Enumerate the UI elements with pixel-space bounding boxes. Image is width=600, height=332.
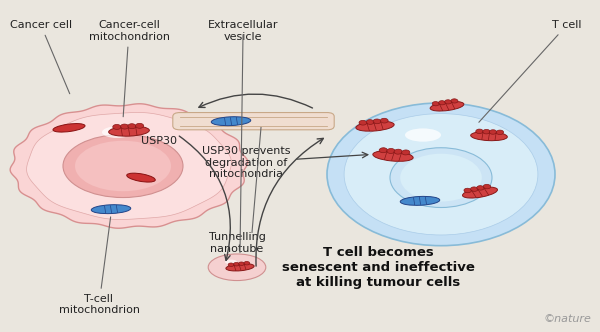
Ellipse shape [496, 130, 503, 134]
Ellipse shape [445, 100, 452, 104]
Ellipse shape [356, 121, 394, 131]
Ellipse shape [379, 148, 388, 153]
Text: USP30: USP30 [141, 136, 177, 146]
Text: ©nature: ©nature [543, 314, 591, 324]
Ellipse shape [102, 126, 132, 138]
Ellipse shape [113, 124, 121, 129]
FancyBboxPatch shape [173, 113, 334, 130]
Ellipse shape [463, 187, 497, 198]
Ellipse shape [344, 114, 538, 235]
Ellipse shape [136, 124, 144, 128]
Text: Cancer cell: Cancer cell [10, 20, 72, 94]
Ellipse shape [127, 173, 155, 182]
Ellipse shape [483, 184, 491, 189]
Ellipse shape [470, 131, 508, 141]
Ellipse shape [483, 129, 490, 134]
Text: T-cell
mitochondrion: T-cell mitochondrion [59, 217, 139, 315]
Ellipse shape [121, 124, 128, 129]
Text: Cancer-cell
mitochondrion: Cancer-cell mitochondrion [89, 20, 170, 117]
Ellipse shape [400, 197, 440, 205]
Ellipse shape [239, 262, 244, 266]
Ellipse shape [387, 148, 395, 153]
Ellipse shape [373, 119, 381, 124]
Ellipse shape [128, 124, 136, 129]
Ellipse shape [211, 117, 251, 125]
Ellipse shape [405, 128, 441, 142]
Ellipse shape [464, 188, 472, 193]
Ellipse shape [225, 260, 237, 264]
Ellipse shape [380, 118, 388, 123]
Ellipse shape [390, 148, 492, 208]
Ellipse shape [432, 102, 439, 106]
Ellipse shape [109, 126, 149, 136]
Ellipse shape [91, 205, 131, 213]
Ellipse shape [366, 120, 374, 124]
Polygon shape [26, 113, 232, 219]
Ellipse shape [75, 141, 171, 191]
Ellipse shape [327, 103, 555, 246]
Ellipse shape [489, 130, 497, 134]
Ellipse shape [477, 186, 484, 190]
Ellipse shape [470, 187, 478, 191]
Ellipse shape [394, 149, 402, 154]
Ellipse shape [226, 264, 254, 271]
Text: T cell: T cell [479, 20, 582, 122]
Ellipse shape [373, 151, 413, 161]
Ellipse shape [244, 262, 250, 265]
Ellipse shape [476, 129, 483, 133]
Ellipse shape [430, 102, 464, 111]
Text: Tunnelling
nanotube: Tunnelling nanotube [209, 232, 265, 254]
Ellipse shape [451, 99, 458, 103]
Ellipse shape [208, 254, 266, 281]
Ellipse shape [359, 121, 367, 125]
Ellipse shape [401, 150, 410, 155]
Text: USP30 prevents
degradation of
mitochondria: USP30 prevents degradation of mitochondr… [202, 146, 290, 179]
Ellipse shape [228, 263, 234, 267]
Ellipse shape [439, 101, 446, 105]
Ellipse shape [233, 263, 239, 266]
Text: Extracellular
vesicle: Extracellular vesicle [208, 20, 278, 42]
Ellipse shape [400, 154, 482, 202]
Text: T cell becomes
senescent and ineffective
at killing tumour cells: T cell becomes senescent and ineffective… [281, 246, 475, 289]
Polygon shape [10, 104, 248, 228]
Ellipse shape [53, 124, 85, 132]
Ellipse shape [63, 134, 183, 198]
